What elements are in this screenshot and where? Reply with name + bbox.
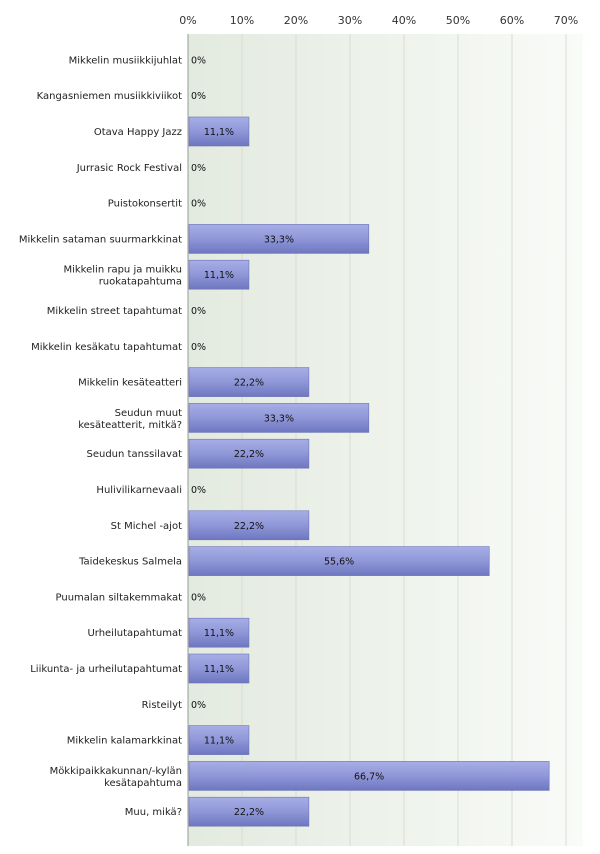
value-label: 11,1%	[204, 270, 234, 281]
bar	[188, 510, 310, 541]
value-label: 11,1%	[204, 664, 234, 675]
x-tick-label: 50%	[446, 14, 470, 27]
category-label: Puistokonsertit	[108, 199, 182, 210]
x-tick-label: 70%	[554, 14, 578, 27]
category-label: Otava Happy Jazz	[94, 127, 182, 138]
value-label: 11,1%	[204, 127, 234, 138]
bar	[188, 653, 250, 684]
value-label: 0%	[191, 163, 206, 174]
category-label: Mikkelin kesäkatu tapahtumat	[31, 342, 182, 353]
category-label: Seudun muut kesäteatterit, mitkä?	[78, 408, 182, 431]
category-labels: Mikkelin musiikkijuhlat Kangasniemen musi…	[19, 55, 182, 818]
category-label: Hulivilikarnevaali	[96, 485, 182, 496]
value-label: 0%	[191, 91, 206, 102]
bar	[188, 259, 250, 290]
bar	[188, 725, 250, 755]
value-label: 0%	[191, 199, 206, 210]
x-tick-label: 40%	[392, 14, 416, 27]
category-label: Muu, mikä?	[125, 807, 182, 818]
value-label: 33,3%	[264, 234, 294, 245]
value-label: 0%	[191, 342, 206, 353]
value-label: 0%	[191, 700, 206, 711]
x-tick-label: 0%	[179, 14, 196, 27]
value-label: 22,2%	[234, 521, 264, 532]
bar	[188, 224, 370, 254]
value-labels: 0% 0% 11,1% 0% 0% 33,3% 11,1% 0% 0% 22,2% 33,3% 22,…	[191, 55, 384, 818]
category-label: Mikkelin kalamarkkinat	[67, 736, 182, 747]
category-label: Puumalan siltakemmakat	[56, 592, 183, 603]
bar	[188, 761, 550, 791]
value-label: 0%	[191, 306, 206, 317]
value-label: 66,7%	[354, 771, 384, 782]
category-label: Urheilutapahtumat	[87, 628, 182, 639]
x-tick-label: 20%	[284, 14, 308, 27]
bar	[188, 438, 310, 469]
category-label: Risteilyt	[142, 700, 182, 711]
category-label: Mikkelin street tapahtumat	[47, 306, 182, 317]
x-tick-label: 30%	[338, 14, 362, 27]
bar	[188, 116, 250, 147]
value-label: 22,2%	[234, 807, 264, 818]
bar	[188, 796, 310, 827]
category-label: Liikunta- ja urheilutapahtumat	[30, 664, 182, 675]
bar	[188, 546, 490, 576]
value-label: 0%	[191, 55, 206, 66]
x-tick-label: 10%	[230, 14, 254, 27]
value-label: 11,1%	[204, 736, 234, 747]
category-label: Kangasniemen musiikkiviikot	[37, 91, 182, 102]
value-label: 22,2%	[234, 449, 264, 460]
x-axis-ticks: 0% 10% 20% 30% 40% 50% 60% 70%	[179, 14, 578, 27]
value-label: 0%	[191, 592, 206, 603]
bar	[188, 617, 250, 648]
value-label: 0%	[191, 485, 206, 496]
x-tick-label: 60%	[500, 14, 524, 27]
category-label: Seudun tanssilavat	[87, 449, 183, 460]
category-label: Jurrasic Rock Festival	[76, 163, 182, 174]
category-label: Mikkelin sataman suurmarkkinat	[19, 234, 182, 245]
bar	[188, 367, 310, 397]
value-label: 22,2%	[234, 378, 264, 389]
category-label: Taidekeskus Salmela	[78, 557, 182, 568]
value-label: 55,6%	[324, 557, 354, 568]
category-label: Mikkelin rapu ja muikku ruokatapahtuma	[63, 265, 182, 288]
category-label: Mikkelin kesäteatteri	[78, 378, 182, 389]
category-label: Mikkelin musiikkijuhlat	[69, 55, 182, 66]
value-label: 33,3%	[264, 413, 294, 424]
bars	[188, 116, 550, 827]
value-label: 11,1%	[204, 628, 234, 639]
category-label: Mökkipaikkakunnan/-kylän kesätapahtuma	[50, 766, 182, 789]
bar	[188, 403, 370, 433]
category-label: St Michel -ajot	[111, 521, 182, 532]
